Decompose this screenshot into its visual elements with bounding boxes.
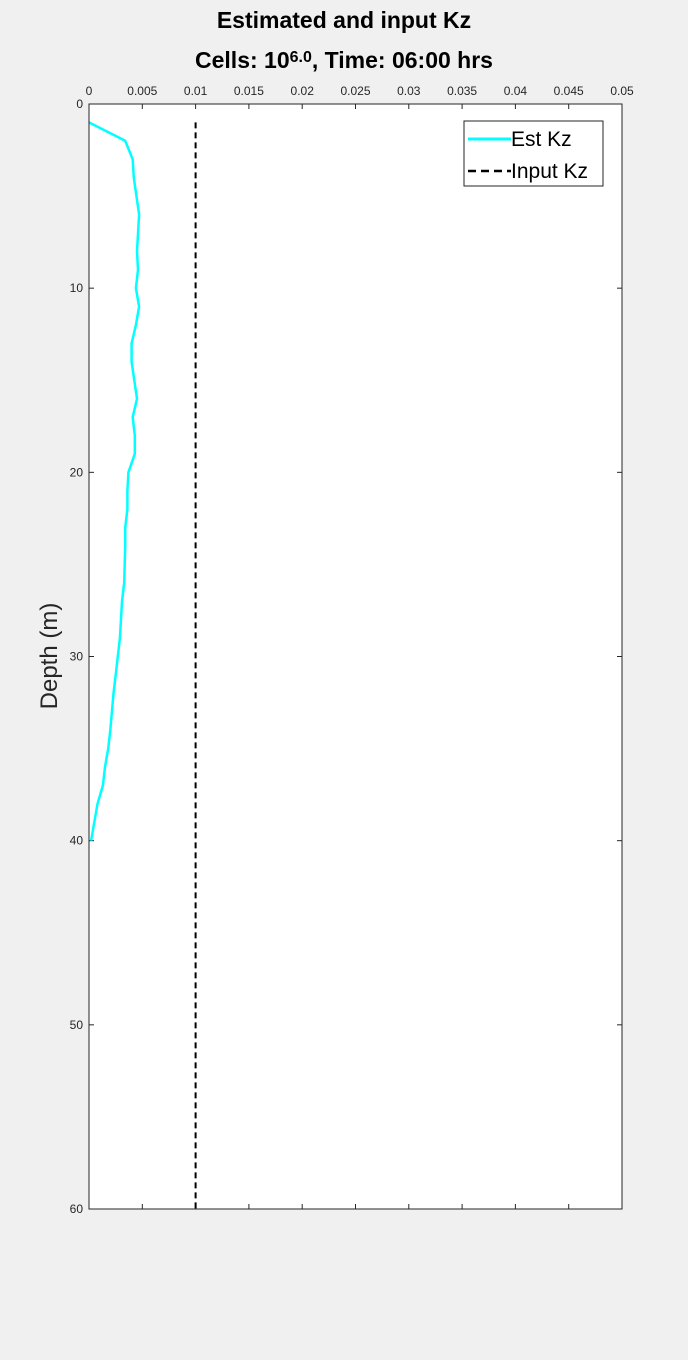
legend bbox=[463, 120, 604, 187]
x-tick-label: 0.05 bbox=[610, 84, 634, 98]
legend-label: Est Kz bbox=[511, 128, 572, 151]
x-tick-label: 0.04 bbox=[504, 84, 528, 98]
x-tick-label: 0.045 bbox=[554, 84, 584, 98]
y-tick-label: 20 bbox=[70, 465, 84, 479]
y-tick-label: 50 bbox=[70, 1018, 84, 1032]
subtitle-prefix: Cells: 10 bbox=[195, 47, 290, 73]
axes-box bbox=[88, 103, 623, 1210]
chart-title: Estimated and input Kz bbox=[216, 7, 472, 33]
x-tick-label: 0.015 bbox=[234, 84, 264, 98]
x-tick-label: 0.02 bbox=[291, 84, 315, 98]
x-tick-label: 0 bbox=[86, 84, 93, 98]
subtitle-exponent: 6.0 bbox=[289, 49, 312, 66]
series-line-est-kz bbox=[88, 121, 141, 841]
legend-label: Input Kz bbox=[511, 160, 588, 183]
x-tick-label: 0.01 bbox=[184, 84, 208, 98]
y-tick-label: 30 bbox=[70, 650, 84, 664]
chart-subtitle: Cells: 106.0, Time: 06:00 hrs bbox=[0, 47, 688, 73]
plot-area bbox=[89, 104, 622, 1209]
y-tick-label: 0 bbox=[76, 97, 83, 111]
x-tick-label: 0.005 bbox=[127, 84, 157, 98]
x-tick-label: 0.035 bbox=[447, 84, 477, 98]
y-tick-label: 10 bbox=[70, 281, 84, 295]
x-tick-label: 0.025 bbox=[340, 84, 370, 98]
y-tick-label: 60 bbox=[70, 1202, 84, 1216]
subtitle-suffix: , Time: 06:00 hrs bbox=[311, 47, 493, 73]
x-tick-label: 0.03 bbox=[397, 84, 421, 98]
y-tick-label: 40 bbox=[70, 834, 84, 848]
